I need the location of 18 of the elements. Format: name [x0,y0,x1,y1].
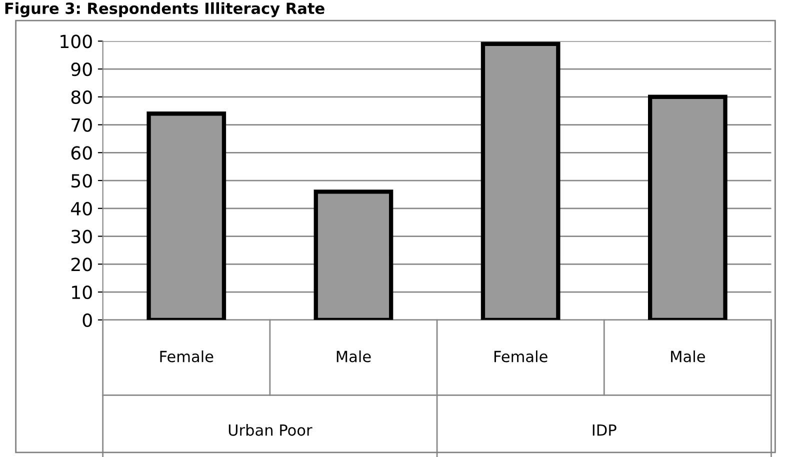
y-tick-label: 60 [71,146,92,160]
y-tick-label: 30 [72,230,92,244]
x-tick-label: Female [160,350,214,362]
text: Urban Poor [228,424,312,436]
x-tick-label: Female [494,350,548,362]
y-tick-label: 100 [60,34,92,48]
y-tick-label: 10 [72,285,92,300]
x-tick-label: Male [336,350,371,362]
y-tick-label: 20 [71,258,92,272]
x-tick-label: Male [671,350,705,362]
text: IDP [592,424,616,436]
y-tick-label: 40 [71,202,92,216]
y-tick-label: 0 [82,313,92,328]
chart-title: Figure 3: Respondents Illiteracy Rate [5,2,324,18]
y-tick-label: 80 [71,90,92,104]
y-tick-label: 50 [72,174,92,188]
y-tick-label: 70 [72,118,92,132]
y-tick-label: 90 [71,62,92,76]
